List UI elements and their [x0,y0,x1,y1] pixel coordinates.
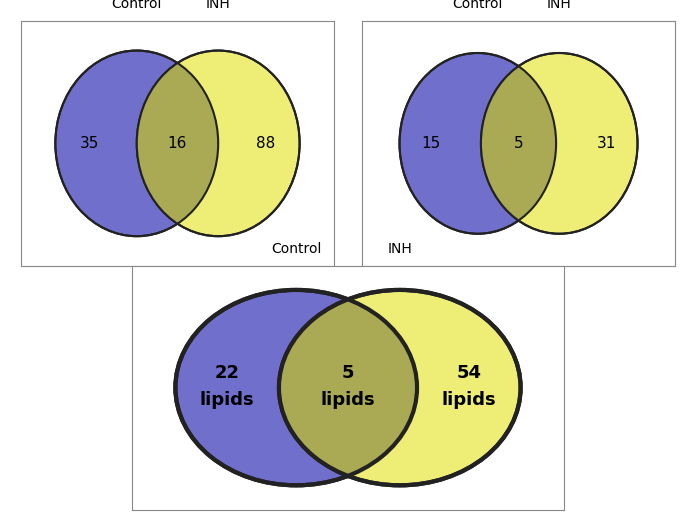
Text: 88: 88 [255,136,275,151]
Ellipse shape [175,290,417,485]
Ellipse shape [400,53,556,234]
Ellipse shape [136,50,299,236]
Text: lipids: lipids [441,391,496,409]
Text: Control: Control [111,0,162,12]
Ellipse shape [400,53,556,234]
Ellipse shape [136,50,299,236]
Ellipse shape [481,53,638,234]
Text: INH: INH [547,0,571,12]
Ellipse shape [279,290,521,485]
Text: lipids: lipids [200,391,255,409]
Text: 5: 5 [514,136,523,151]
Text: 15: 15 [421,136,441,151]
Ellipse shape [279,290,521,485]
Text: (a): (a) [168,290,187,304]
Text: 5: 5 [342,364,354,382]
Ellipse shape [56,50,219,236]
Text: Control: Control [452,0,503,12]
Text: Control: Control [271,242,322,256]
Text: INH: INH [388,242,412,256]
Ellipse shape [175,290,417,485]
Text: 35: 35 [80,136,100,151]
Text: (b): (b) [509,290,528,304]
Text: 16: 16 [168,136,187,151]
Text: 31: 31 [596,136,616,151]
Ellipse shape [481,53,638,234]
Text: lipids: lipids [321,391,375,409]
Ellipse shape [56,50,219,236]
Text: 22: 22 [214,364,239,382]
Text: 54: 54 [457,364,482,382]
Text: INH: INH [206,0,230,12]
